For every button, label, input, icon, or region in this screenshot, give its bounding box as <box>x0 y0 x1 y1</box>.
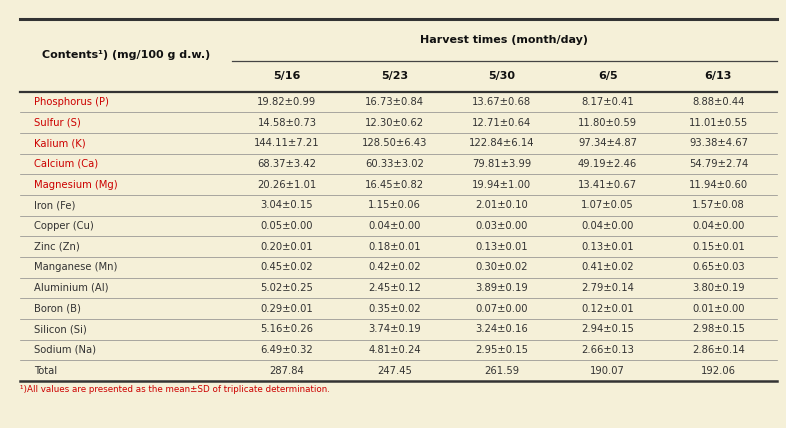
Text: 0.01±0.00: 0.01±0.00 <box>692 303 744 314</box>
Text: Sodium (Na): Sodium (Na) <box>34 345 96 355</box>
Text: 3.80±0.19: 3.80±0.19 <box>692 283 744 293</box>
Text: Phosphorus (P): Phosphorus (P) <box>34 97 108 107</box>
Text: 11.80±0.59: 11.80±0.59 <box>578 118 637 128</box>
Text: 0.04±0.00: 0.04±0.00 <box>582 221 634 231</box>
Text: 0.05±0.00: 0.05±0.00 <box>261 221 313 231</box>
Text: 16.45±0.82: 16.45±0.82 <box>365 180 424 190</box>
Text: Sulfur (S): Sulfur (S) <box>34 118 80 128</box>
Text: Harvest times (month/day): Harvest times (month/day) <box>421 35 588 45</box>
Text: 6/5: 6/5 <box>598 71 617 81</box>
Text: Total: Total <box>34 366 57 376</box>
Text: Kalium (K): Kalium (K) <box>34 138 86 148</box>
Text: 3.04±0.15: 3.04±0.15 <box>261 200 313 210</box>
Text: 0.30±0.02: 0.30±0.02 <box>476 262 527 272</box>
Text: 1.57±0.08: 1.57±0.08 <box>692 200 745 210</box>
Text: 1.07±0.05: 1.07±0.05 <box>581 200 634 210</box>
Text: 16.73±0.84: 16.73±0.84 <box>365 97 424 107</box>
Text: Contents¹) (mg/100 g d.w.): Contents¹) (mg/100 g d.w.) <box>42 51 210 60</box>
Text: 0.29±0.01: 0.29±0.01 <box>260 303 314 314</box>
Text: 0.07±0.00: 0.07±0.00 <box>476 303 527 314</box>
Text: 1.15±0.06: 1.15±0.06 <box>368 200 421 210</box>
Text: 3.89±0.19: 3.89±0.19 <box>475 283 528 293</box>
Text: 0.04±0.00: 0.04±0.00 <box>369 221 421 231</box>
Text: 79.81±3.99: 79.81±3.99 <box>472 159 531 169</box>
Text: 128.50±6.43: 128.50±6.43 <box>362 138 428 148</box>
Text: 60.33±3.02: 60.33±3.02 <box>365 159 424 169</box>
Text: 2.86±0.14: 2.86±0.14 <box>692 345 745 355</box>
Text: 6/13: 6/13 <box>705 71 732 81</box>
Text: 5/30: 5/30 <box>488 71 515 81</box>
Text: 0.41±0.02: 0.41±0.02 <box>582 262 634 272</box>
Text: 192.06: 192.06 <box>701 366 736 376</box>
Text: 0.13±0.01: 0.13±0.01 <box>582 241 634 252</box>
Text: 287.84: 287.84 <box>270 366 304 376</box>
Text: 14.58±0.73: 14.58±0.73 <box>257 118 317 128</box>
Text: 19.94±1.00: 19.94±1.00 <box>472 180 531 190</box>
Text: 3.74±0.19: 3.74±0.19 <box>368 324 421 334</box>
Text: Boron (B): Boron (B) <box>34 303 81 314</box>
Text: 4.81±0.24: 4.81±0.24 <box>369 345 421 355</box>
Text: 0.15±0.01: 0.15±0.01 <box>692 241 745 252</box>
Text: 0.18±0.01: 0.18±0.01 <box>369 241 421 252</box>
Text: 0.13±0.01: 0.13±0.01 <box>476 241 527 252</box>
Text: 13.41±0.67: 13.41±0.67 <box>578 180 637 190</box>
Text: 19.82±0.99: 19.82±0.99 <box>257 97 317 107</box>
Text: 5.02±0.25: 5.02±0.25 <box>260 283 314 293</box>
Text: 0.35±0.02: 0.35±0.02 <box>369 303 421 314</box>
Text: 5/16: 5/16 <box>274 71 300 81</box>
Text: Magnesium (Mg): Magnesium (Mg) <box>34 180 117 190</box>
Text: 0.04±0.00: 0.04±0.00 <box>692 221 744 231</box>
Text: 8.88±0.44: 8.88±0.44 <box>692 97 744 107</box>
Text: 2.01±0.10: 2.01±0.10 <box>475 200 528 210</box>
Text: 144.11±7.21: 144.11±7.21 <box>254 138 320 148</box>
Text: ¹)All values are presented as the mean±SD of triplicate determination.: ¹)All values are presented as the mean±S… <box>20 385 329 394</box>
Text: 2.98±0.15: 2.98±0.15 <box>692 324 745 334</box>
Text: 13.67±0.68: 13.67±0.68 <box>472 97 531 107</box>
Text: 2.94±0.15: 2.94±0.15 <box>581 324 634 334</box>
Text: 68.37±3.42: 68.37±3.42 <box>257 159 317 169</box>
Text: 12.71±0.64: 12.71±0.64 <box>472 118 531 128</box>
Text: 12.30±0.62: 12.30±0.62 <box>365 118 424 128</box>
Text: 247.45: 247.45 <box>377 366 412 376</box>
Text: 2.45±0.12: 2.45±0.12 <box>368 283 421 293</box>
Text: 0.42±0.02: 0.42±0.02 <box>369 262 421 272</box>
Text: 2.66±0.13: 2.66±0.13 <box>581 345 634 355</box>
Text: 3.24±0.16: 3.24±0.16 <box>475 324 528 334</box>
Text: 49.19±2.46: 49.19±2.46 <box>578 159 637 169</box>
Text: Copper (Cu): Copper (Cu) <box>34 221 94 231</box>
Text: 11.94±0.60: 11.94±0.60 <box>689 180 748 190</box>
Text: 0.12±0.01: 0.12±0.01 <box>581 303 634 314</box>
Text: 5/23: 5/23 <box>381 71 408 81</box>
Text: 20.26±1.01: 20.26±1.01 <box>257 180 317 190</box>
Text: 54.79±2.74: 54.79±2.74 <box>689 159 748 169</box>
Text: 0.65±0.03: 0.65±0.03 <box>692 262 744 272</box>
Text: 0.03±0.00: 0.03±0.00 <box>476 221 527 231</box>
Text: 2.95±0.15: 2.95±0.15 <box>475 345 528 355</box>
Text: Iron (Fe): Iron (Fe) <box>34 200 75 210</box>
Text: 190.07: 190.07 <box>590 366 625 376</box>
Text: 261.59: 261.59 <box>484 366 519 376</box>
Text: Zinc (Zn): Zinc (Zn) <box>34 241 79 252</box>
Text: 2.79±0.14: 2.79±0.14 <box>581 283 634 293</box>
Text: Calcium (Ca): Calcium (Ca) <box>34 159 98 169</box>
Text: Manganese (Mn): Manganese (Mn) <box>34 262 117 272</box>
Text: 11.01±0.55: 11.01±0.55 <box>689 118 748 128</box>
Text: 6.49±0.32: 6.49±0.32 <box>260 345 314 355</box>
Text: 0.45±0.02: 0.45±0.02 <box>261 262 313 272</box>
Text: 93.38±4.67: 93.38±4.67 <box>689 138 748 148</box>
Text: 122.84±6.14: 122.84±6.14 <box>468 138 534 148</box>
Text: 97.34±4.87: 97.34±4.87 <box>578 138 637 148</box>
Text: 5.16±0.26: 5.16±0.26 <box>260 324 314 334</box>
Text: Aluminium (Al): Aluminium (Al) <box>34 283 108 293</box>
Text: Silicon (Si): Silicon (Si) <box>34 324 86 334</box>
Text: 0.20±0.01: 0.20±0.01 <box>261 241 313 252</box>
Text: 8.17±0.41: 8.17±0.41 <box>581 97 634 107</box>
